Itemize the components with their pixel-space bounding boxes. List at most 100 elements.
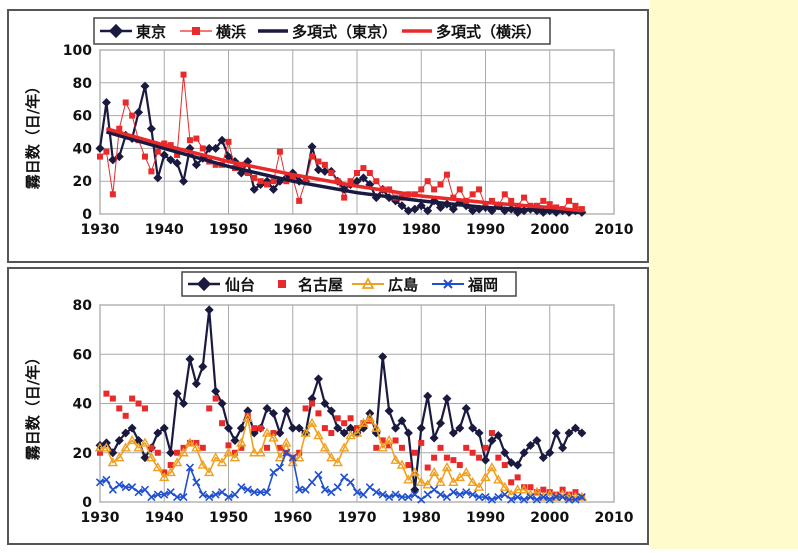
data-point [269,468,278,477]
y-tick-label: 20 [73,174,93,190]
data-point [192,478,201,487]
data-point [378,490,387,499]
data-point [256,488,265,497]
data-point [493,431,503,441]
bottom-legend: 仙台 名古屋 広島 福岡 [188,276,498,294]
data-point [179,493,188,502]
data-point [572,202,579,209]
data-point [229,452,241,462]
data-point [185,463,195,472]
data-point [147,493,156,502]
data-point [225,442,232,449]
data-point [313,374,323,384]
data-point [206,405,213,412]
data-point [264,444,271,451]
data-point [403,428,413,438]
data-point [404,493,413,502]
data-point [467,476,478,486]
data-point [219,420,226,427]
data-point [462,488,471,497]
data-point [172,389,182,399]
data-point [495,202,502,209]
data-point [373,178,380,185]
data-point [211,143,221,153]
data-point [500,448,510,458]
data-point [346,423,356,433]
data-point [166,448,176,458]
data-point [320,399,330,408]
x-tick-label: 1940 [145,510,184,526]
y-tick-label: 20 [73,446,93,462]
data-point [146,452,157,462]
data-point [224,152,233,162]
data-point [384,406,394,416]
data-point [116,125,123,132]
data-point [199,145,206,152]
data-point [276,444,283,451]
data-point [321,161,328,168]
x-tick-label: 1960 [273,510,312,526]
data-point [167,462,174,469]
data-point [193,135,200,142]
data-point [352,176,362,186]
data-point [224,423,233,433]
data-point [236,437,247,447]
x-tick-label: 1950 [209,510,248,526]
data-point [101,442,112,452]
data-point [326,452,337,462]
data-point [223,447,234,457]
data-point [513,460,523,470]
top-grid [99,49,615,215]
bottom-ticks: 1930 1940 1950 1960 1970 1980 1990 2000 2010 0 20 4… [73,298,634,526]
data-point [501,462,508,469]
data-point [546,489,553,496]
data-point [411,449,418,456]
data-point [264,181,271,188]
data-point [216,457,228,467]
top-legend: 東京 横浜 多項式（東京） 多項式（横浜） [100,23,541,41]
data-point [274,452,286,462]
data-point [289,174,296,181]
data-point [418,186,425,193]
data-point [558,443,568,453]
data-point [435,476,446,486]
data-point [128,483,137,492]
data-point [295,485,304,494]
legend-label-nagoya: 名古屋 [298,276,343,294]
data-point [135,400,142,407]
data-point [545,448,555,458]
data-point [436,490,445,499]
data-point [296,197,303,204]
data-point [500,490,509,499]
data-point [493,474,504,484]
data-point [141,405,148,412]
data-point [364,412,376,422]
data-point [378,352,388,362]
data-point [505,489,517,499]
data-point [102,475,111,484]
data-point [448,428,458,438]
y-tick-label: 0 [82,207,92,223]
data-point [354,170,360,176]
data-point [146,124,156,134]
data-point [424,178,431,185]
data-point [482,444,489,451]
data-point [281,406,291,416]
data-point [410,490,419,499]
data-point [481,455,490,465]
data-point [538,453,548,463]
data-point [268,432,279,442]
data-point [508,479,515,486]
data-point [205,493,214,502]
legend-marker-hiroshima [361,277,375,289]
data-point [152,462,164,472]
data-point [179,176,189,186]
data-point [385,493,394,502]
data-point [198,362,208,372]
data-point [180,71,187,78]
data-point [416,201,426,211]
data-point [109,191,116,198]
data-point [212,395,219,402]
data-point [211,490,220,499]
data-point [282,448,291,457]
